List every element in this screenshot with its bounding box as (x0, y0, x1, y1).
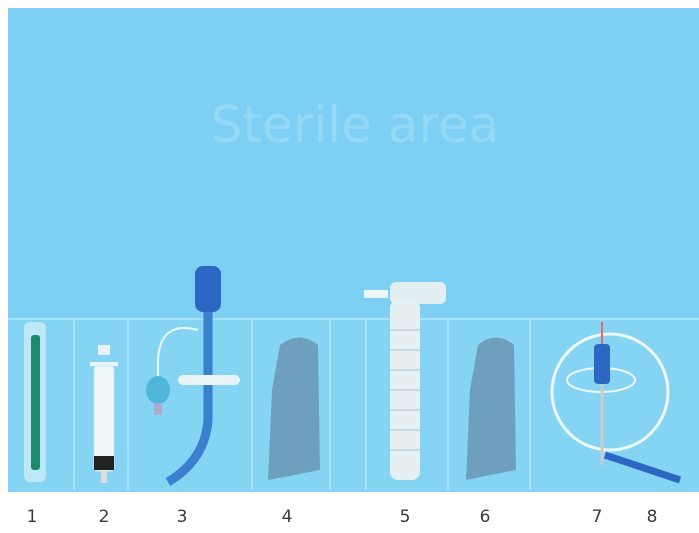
syringe (90, 345, 118, 483)
item-label: 3 (177, 507, 188, 527)
item-label: 1 (27, 507, 38, 527)
tray (8, 318, 699, 492)
corrugated-connector (364, 282, 446, 480)
scalpel (24, 322, 46, 482)
item-label: 8 (647, 507, 658, 527)
dividers (8, 318, 699, 490)
item-label: 5 (400, 507, 411, 527)
tube-tie (466, 337, 516, 480)
tube-tie (268, 337, 320, 480)
trach-tube (146, 266, 240, 486)
area-title: Sterile area (211, 96, 500, 154)
item-label: 2 (99, 507, 110, 527)
item-label: 6 (480, 507, 491, 527)
item-label: 7 (592, 507, 603, 527)
item-label: 4 (282, 507, 293, 527)
seldinger-set (550, 322, 682, 484)
